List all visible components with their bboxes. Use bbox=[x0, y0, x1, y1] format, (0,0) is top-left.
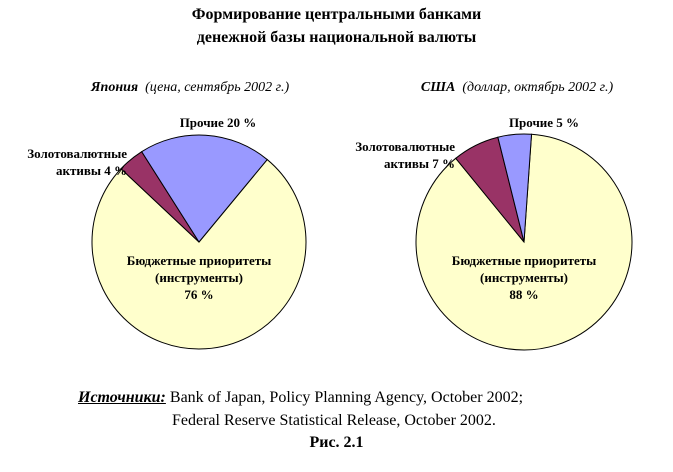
title-line: денежной базы национальной валюты bbox=[196, 29, 477, 46]
slice-value-label: 5 % bbox=[556, 115, 580, 130]
source-label: Источники: bbox=[78, 389, 166, 406]
slice-value-label: 76 % bbox=[184, 287, 214, 302]
chart-title: США bbox=[420, 80, 456, 95]
pie-slice bbox=[91, 158, 307, 350]
slice-category: Прочие bbox=[508, 115, 554, 130]
slice-value-label: 20 % bbox=[227, 115, 257, 130]
chart-title: Япония bbox=[90, 80, 139, 95]
title-line: Формирование центральными банками bbox=[191, 6, 482, 23]
figure-caption: Рис. 2.1 bbox=[309, 434, 364, 451]
source-line: Federal Reserve Statistical Release, Oct… bbox=[172, 412, 496, 429]
slice-category: Прочие bbox=[179, 115, 224, 130]
pie-slice bbox=[497, 133, 533, 243]
slice-label: Прочие 5 % bbox=[509, 114, 579, 131]
slice-category: Золотовалютные активы bbox=[355, 139, 455, 171]
chart-heading: Япония (цена, сентябрь 2002 г.) bbox=[91, 80, 289, 96]
slice-label: Прочие 20 % bbox=[180, 114, 257, 131]
slice-value-label: 88 % bbox=[509, 287, 539, 302]
slice-value-label: 7 % bbox=[432, 156, 455, 171]
chart-subtitle: (цена, сентябрь 2002 г.) bbox=[145, 80, 290, 95]
chart-subtitle: (доллар, октябрь 2002 г.) bbox=[462, 80, 614, 95]
slice-label: Золотовалютные активы 4 % bbox=[2, 145, 127, 179]
pie-slice bbox=[140, 134, 268, 243]
slice-label: Золотовалютные активы 7 % bbox=[330, 138, 455, 172]
source-text: Bank of Japan, Policy Planning Agency, O… bbox=[169, 389, 524, 406]
slice-label: Бюджетные приоритеты (инструменты) 76 % bbox=[112, 252, 287, 303]
slice-category: Золотовалютные активы bbox=[27, 146, 127, 178]
slice-category: Бюджетные приоритеты (инструменты) bbox=[451, 253, 597, 285]
chart-heading: США (доллар, октябрь 2002 г.) bbox=[421, 80, 613, 96]
slice-label: Бюджетные приоритеты (инструменты) 88 % bbox=[437, 252, 612, 303]
slice-category: Бюджетные приоритеты (инструменты) bbox=[126, 253, 272, 285]
slice-value-label: 4 % bbox=[104, 163, 127, 178]
source-line: Источники: Bank of Japan, Policy Plannin… bbox=[78, 389, 523, 407]
